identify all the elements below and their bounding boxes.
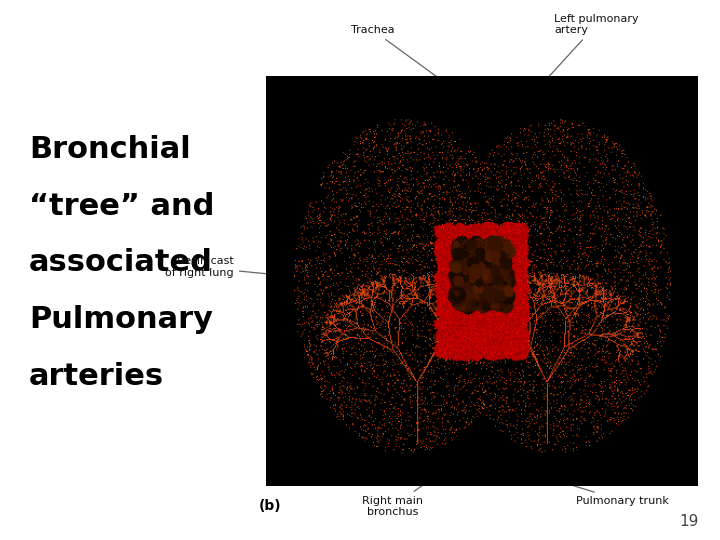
Text: Resin cast
of right lung: Resin cast of right lung (166, 256, 337, 281)
Text: arteries: arteries (29, 362, 164, 391)
Text: “tree” and: “tree” and (29, 192, 214, 221)
Text: 19: 19 (679, 514, 698, 529)
Text: Bronchial: Bronchial (29, 135, 191, 164)
Text: (b): (b) (259, 500, 282, 514)
Text: associated: associated (29, 248, 212, 278)
Text: Left pulmonary
artery: Left pulmonary artery (541, 14, 639, 86)
Text: Right main
bronchus: Right main bronchus (362, 475, 437, 517)
Text: Pulmonary trunk: Pulmonary trunk (537, 475, 669, 506)
Text: Pulmonary: Pulmonary (29, 305, 213, 334)
Text: Trachea: Trachea (351, 25, 450, 86)
